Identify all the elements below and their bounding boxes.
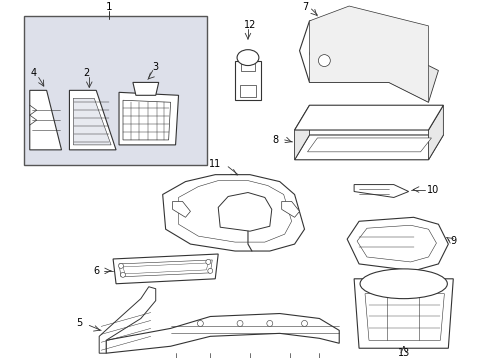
Circle shape xyxy=(301,320,308,327)
Polygon shape xyxy=(294,135,443,160)
Circle shape xyxy=(121,273,125,277)
Polygon shape xyxy=(428,105,443,160)
Polygon shape xyxy=(172,202,191,217)
Text: 1: 1 xyxy=(106,2,112,12)
Polygon shape xyxy=(235,60,261,100)
Text: 4: 4 xyxy=(31,68,37,78)
Polygon shape xyxy=(119,260,212,277)
Text: 13: 13 xyxy=(397,348,410,358)
Polygon shape xyxy=(99,287,156,353)
Polygon shape xyxy=(389,51,439,102)
Circle shape xyxy=(197,320,203,327)
Polygon shape xyxy=(106,314,339,353)
Text: 3: 3 xyxy=(153,62,159,72)
Polygon shape xyxy=(133,82,159,95)
Polygon shape xyxy=(347,217,448,271)
Circle shape xyxy=(237,320,243,327)
Polygon shape xyxy=(241,60,255,71)
Text: 9: 9 xyxy=(450,236,456,246)
Polygon shape xyxy=(299,21,399,82)
Polygon shape xyxy=(310,31,389,76)
Polygon shape xyxy=(70,90,116,150)
Polygon shape xyxy=(354,185,409,198)
Polygon shape xyxy=(294,105,310,160)
Text: 7: 7 xyxy=(302,2,309,12)
Circle shape xyxy=(119,264,123,269)
Circle shape xyxy=(318,55,330,67)
Polygon shape xyxy=(240,85,256,97)
Polygon shape xyxy=(282,202,299,217)
Polygon shape xyxy=(30,90,62,150)
Ellipse shape xyxy=(360,269,447,299)
Polygon shape xyxy=(123,263,208,274)
Text: 12: 12 xyxy=(244,20,256,30)
Text: 2: 2 xyxy=(83,68,89,78)
Polygon shape xyxy=(310,6,428,102)
Polygon shape xyxy=(163,175,304,251)
Text: 10: 10 xyxy=(427,185,440,194)
Polygon shape xyxy=(354,279,453,348)
Circle shape xyxy=(208,269,213,273)
Polygon shape xyxy=(119,92,178,145)
FancyBboxPatch shape xyxy=(24,16,207,165)
Polygon shape xyxy=(357,225,437,262)
Circle shape xyxy=(267,320,273,327)
Text: 5: 5 xyxy=(76,319,82,328)
Polygon shape xyxy=(178,181,292,242)
Polygon shape xyxy=(308,138,432,152)
Text: 6: 6 xyxy=(93,266,99,276)
Polygon shape xyxy=(365,294,444,340)
Polygon shape xyxy=(123,100,171,140)
Polygon shape xyxy=(218,193,272,231)
Polygon shape xyxy=(74,98,111,145)
Circle shape xyxy=(206,260,211,265)
Text: 11: 11 xyxy=(209,159,221,169)
Ellipse shape xyxy=(237,50,259,66)
Polygon shape xyxy=(113,254,218,284)
Text: 8: 8 xyxy=(273,135,279,145)
Polygon shape xyxy=(294,105,443,130)
